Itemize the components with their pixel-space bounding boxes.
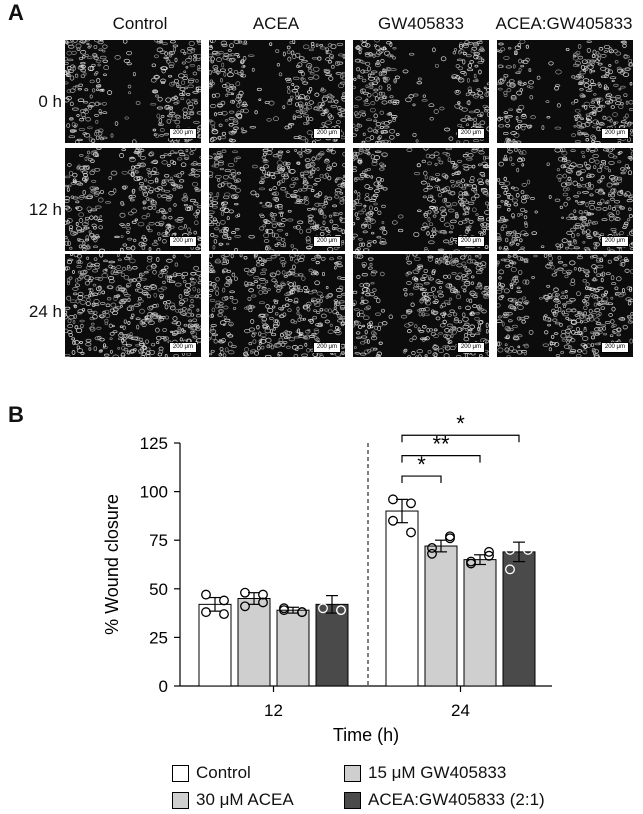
legend-swatch-acea <box>172 791 189 809</box>
x-tick-label: 24 <box>451 701 470 720</box>
data-point <box>484 550 494 561</box>
significance-label: * <box>456 411 465 436</box>
scale-bar-label: 200 μm <box>456 128 485 139</box>
scale-bar-label: 200 μm <box>168 342 197 353</box>
data-point <box>240 601 250 612</box>
x-axis-label: Time (h) <box>333 725 399 745</box>
legend-label-combo: ACEA:GW405833 (2:1) <box>368 790 545 809</box>
row-label-24h: 24 h <box>28 302 62 321</box>
data-point <box>388 494 398 505</box>
significance-bracket <box>401 434 520 443</box>
y-tick-label: 100 <box>140 483 168 502</box>
column-title-acea: ACEA <box>252 14 300 33</box>
legend-label-acea: 30 μM ACEA <box>196 790 294 809</box>
y-tick-label: 75 <box>149 531 168 550</box>
scale-bar-label: 200 μm <box>312 342 341 353</box>
scale-bar-label: 200 μm <box>600 342 629 353</box>
data-point <box>279 603 289 614</box>
data-point <box>466 556 476 567</box>
wound-closure-chart: 0 25 50 75 100 125 % Wound closure 12 24 Time (h)… <box>102 411 552 745</box>
data-point <box>505 564 515 575</box>
legend-swatch-combo <box>344 791 361 809</box>
panel-a-letter: A <box>8 0 24 25</box>
micrograph-24h-1: 200 μm <box>209 254 345 357</box>
bar <box>198 603 232 687</box>
legend-swatch-gw405833 <box>344 764 361 782</box>
data-point <box>406 498 416 509</box>
micrograph-12h-1: 200 μm <box>209 148 345 251</box>
scale-bar-label: 200 μm <box>312 128 341 139</box>
micrograph-24h-0: 200 μm <box>65 254 201 357</box>
legend-item-control: Control <box>172 763 251 783</box>
micrograph-24h-3: 200 μm <box>497 254 633 357</box>
data-point <box>445 531 455 542</box>
x-tick-label: 12 <box>264 701 283 720</box>
data-point <box>318 574 328 585</box>
row-label-12h: 12 h <box>28 200 62 219</box>
data-point <box>219 609 229 620</box>
bar <box>502 551 536 687</box>
data-point <box>505 544 515 555</box>
bar <box>237 598 271 687</box>
legend-item-combo: ACEA:GW405833 (2:1) <box>344 790 545 810</box>
micrograph-0h-0: 200 μm <box>65 40 201 143</box>
scale-bar-label: 200 μm <box>312 236 341 247</box>
micrograph-12h-3: 200 μm <box>497 148 633 251</box>
scale-bar-label: 200 μm <box>456 236 485 247</box>
column-title-control: Control <box>112 14 168 33</box>
micrograph-0h-1: 200 μm <box>209 40 345 143</box>
significance-bracket <box>401 475 442 484</box>
data-point <box>427 543 437 553</box>
bar <box>276 609 310 687</box>
data-point <box>523 521 533 532</box>
bar <box>385 510 419 687</box>
y-axis-label: % Wound closure <box>102 494 122 635</box>
data-point <box>427 548 437 559</box>
y-tick-label: 125 <box>140 434 168 453</box>
data-point <box>219 595 229 606</box>
y-tick-label: 0 <box>159 677 168 696</box>
micrograph-0h-3: 200 μm <box>497 40 633 143</box>
y-tick-label: 50 <box>149 580 168 599</box>
row-label-0h: 0 h <box>38 92 62 111</box>
micrograph-12h-0: 200 μm <box>65 148 201 251</box>
data-point <box>318 603 328 614</box>
bar <box>424 545 458 687</box>
legend-item-gw405833: 15 μM GW405833 <box>344 763 506 783</box>
data-point <box>484 546 494 557</box>
micrograph-12h-2: 200 μm <box>353 148 489 251</box>
data-point <box>201 589 211 600</box>
column-title-gw405833: GW405833 <box>378 14 464 33</box>
scale-bar-label: 200 μm <box>600 128 629 139</box>
data-point <box>336 605 346 616</box>
micrograph-0h-2: 200 μm <box>353 40 489 143</box>
micrograph-24h-2: 200 μm <box>353 254 489 357</box>
bar <box>463 559 497 687</box>
legend-label-gw405833: 15 μM GW405833 <box>368 763 507 782</box>
data-point <box>406 527 416 538</box>
data-point <box>445 533 455 544</box>
column-title-combo: ACEA:GW405833 <box>495 14 633 33</box>
legend-swatch-control <box>172 764 189 782</box>
data-point <box>240 587 250 598</box>
data-point <box>258 589 268 600</box>
bar <box>315 603 349 687</box>
panel-b-letter: B <box>8 402 24 427</box>
scale-bar-label: 200 μm <box>168 128 197 139</box>
significance-bracket <box>401 455 481 463</box>
significance-label: * <box>417 452 426 477</box>
data-point <box>201 607 211 618</box>
scale-bar-label: 200 μm <box>600 236 629 247</box>
data-point <box>523 544 533 555</box>
legend-item-acea: 30 μM ACEA <box>172 790 294 810</box>
data-point <box>388 515 398 526</box>
scale-bar-label: 200 μm <box>456 342 485 353</box>
y-tick-label: 25 <box>149 628 168 647</box>
legend-label-control: Control <box>196 763 251 782</box>
data-point <box>258 597 268 608</box>
data-point <box>297 607 307 618</box>
significance-label: ** <box>432 432 450 457</box>
scale-bar-label: 200 μm <box>168 236 197 247</box>
